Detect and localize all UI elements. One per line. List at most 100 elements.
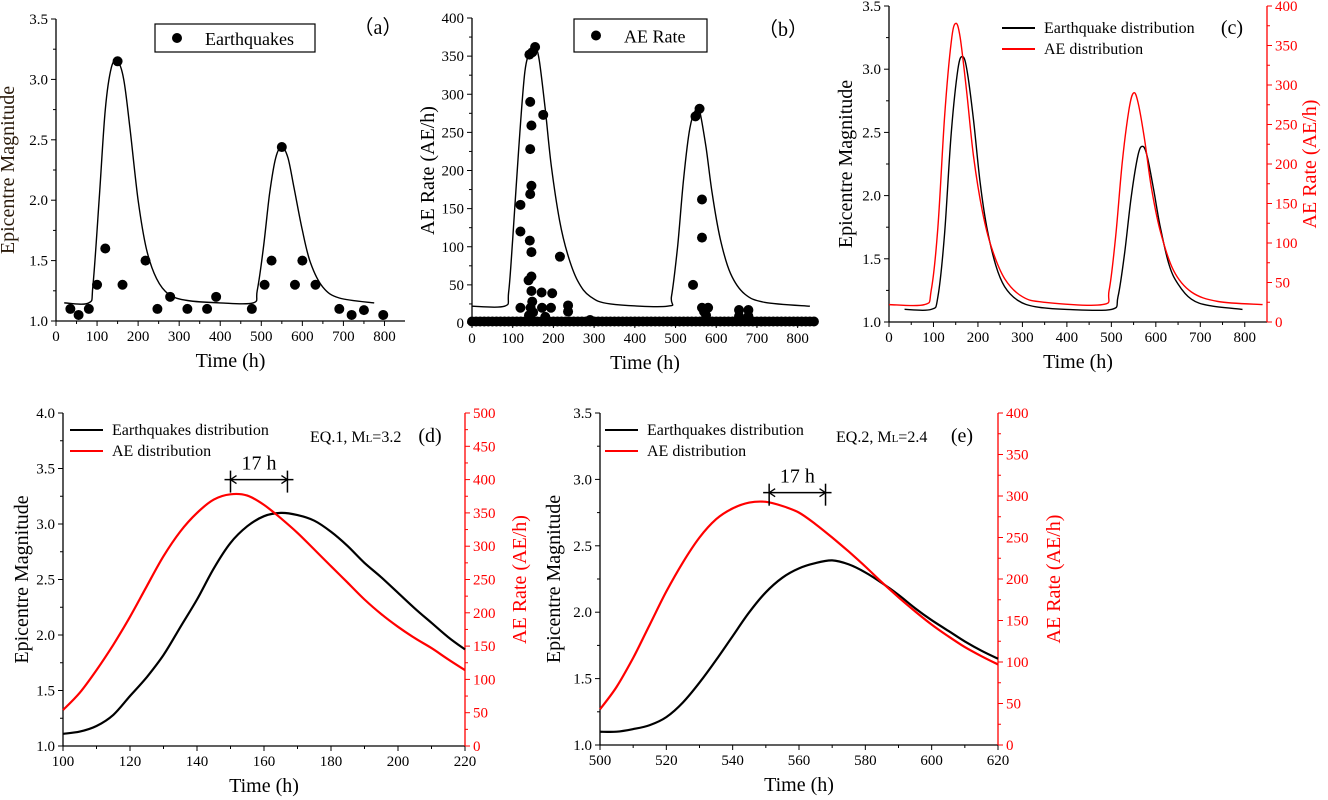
series-ae-distribution xyxy=(888,22,1263,307)
y-tick-label: 1.5 xyxy=(862,252,881,268)
data-point xyxy=(528,307,539,318)
y2-axis-title: AE Rate (AE/h) xyxy=(1299,100,1321,229)
legend-label: Earthquakes distribution xyxy=(112,422,269,439)
y2-tick-label: 50 xyxy=(473,706,488,722)
data-point xyxy=(100,243,111,254)
legend-label: Earthquake distribution xyxy=(1044,20,1195,37)
y-tick-label: 1.5 xyxy=(36,684,55,700)
data-point xyxy=(202,303,213,314)
y2-tick-label: 400 xyxy=(1006,406,1029,422)
y-tick-label: 1.0 xyxy=(36,739,55,755)
y-tick-label: 2.0 xyxy=(573,605,592,621)
x-tick-label: 200 xyxy=(542,331,565,347)
magnitude-subscript: L xyxy=(366,433,373,445)
data-point xyxy=(73,309,84,320)
x-tick-label: 400 xyxy=(624,331,647,347)
magnitude-value: =3.2 xyxy=(372,429,401,446)
legend: Earthquakes distribution AE distribution xyxy=(605,422,804,460)
data-point xyxy=(140,255,151,266)
legend-label: Earthquakes distribution xyxy=(647,422,804,439)
x-tick-label: 700 xyxy=(746,331,769,347)
legend-marker-dot xyxy=(591,30,601,41)
series-earthquakes-distribution xyxy=(599,559,999,734)
lag-label: 17 h xyxy=(241,453,276,475)
x-axis-title: Time (h) xyxy=(764,774,834,796)
data-point xyxy=(703,302,714,313)
x-tick-label: 300 xyxy=(1011,330,1034,346)
y-tick-label: 400 xyxy=(442,11,465,27)
x-tick-label: 560 xyxy=(788,753,811,769)
data-point xyxy=(547,288,558,299)
y-axis-title: Epicentre Magnitude xyxy=(11,495,33,663)
y2-tick-label: 150 xyxy=(1006,614,1029,630)
y-tick-label: 2.0 xyxy=(862,189,881,205)
y2-tick-label: 50 xyxy=(1275,276,1290,292)
y-tick-label: 3.5 xyxy=(36,462,55,478)
panel-c: 0 100 200 300 400 500 600 700 8001.01.52.02.53.0… xyxy=(835,0,1321,373)
data-point xyxy=(266,255,277,266)
x-axis-title: Time (h) xyxy=(196,350,266,372)
y-tick-label: 3.5 xyxy=(29,12,48,28)
y-tick-label: 2.0 xyxy=(29,193,48,209)
x-axis-title: Time (h) xyxy=(229,775,299,797)
x-axis-title: Time (h) xyxy=(1043,351,1113,373)
panel-b: 0 100 200 300 400 500 600 700 800 0 50 100 150 200 250… xyxy=(417,11,819,374)
fit-curve xyxy=(471,45,810,308)
x-tick-label: 0 xyxy=(52,329,60,345)
y2-tick-label: 450 xyxy=(473,439,496,455)
y-tick-label: 2.5 xyxy=(862,125,881,141)
y-tick-label: 2.5 xyxy=(573,539,592,555)
lag-marker: 17 h xyxy=(224,453,294,493)
y2-tick-label: 200 xyxy=(1006,572,1029,588)
data-point xyxy=(526,271,537,282)
x-tick-label: 200 xyxy=(127,329,150,345)
series-ae-distribution xyxy=(62,492,466,711)
data-point xyxy=(537,302,548,313)
x-axis-title: Time (h) xyxy=(610,352,680,374)
x-tick-label: 700 xyxy=(1189,330,1212,346)
y2-tick-label: 250 xyxy=(1275,118,1298,134)
x-tick-label: 600 xyxy=(705,331,728,347)
y-tick-label: 1.0 xyxy=(573,738,592,754)
x-tick-label: 520 xyxy=(655,753,678,769)
x-tick-label: 300 xyxy=(168,329,191,345)
x-tick-label: 800 xyxy=(1234,330,1257,346)
y-tick-label: 50 xyxy=(449,278,464,294)
panel-e: 500 520 540 560 580 600 620 1.0 1.5 2.0 2.5 3.0 3.5 0… xyxy=(543,406,1065,796)
y2-tick-label: 100 xyxy=(1275,236,1298,252)
lag-marker: 17 h xyxy=(763,466,832,506)
data-point xyxy=(246,303,257,314)
x-tick-label: 120 xyxy=(119,754,142,770)
fit-curve xyxy=(64,59,375,305)
event-annotation: EQ.2, ML=2.4 xyxy=(836,429,927,446)
y2-tick-label: 400 xyxy=(473,473,496,489)
panel-label: (d) xyxy=(418,425,441,447)
y2-tick-label: 0 xyxy=(1006,738,1014,754)
y-tick-label: 4.0 xyxy=(36,406,55,422)
legend-label: AE distribution xyxy=(647,443,746,460)
y-tick-label: 2.5 xyxy=(36,573,55,589)
y2-tick-label: 200 xyxy=(1275,157,1298,173)
panel-label: （b） xyxy=(758,18,808,41)
y-axis-title: AE Rate (AE/h) xyxy=(417,106,439,235)
lag-arrowheads xyxy=(229,475,289,485)
x-tick-label: 100 xyxy=(501,331,524,347)
x-tick-label: 500 xyxy=(250,329,273,345)
x-tick-label: 200 xyxy=(387,754,410,770)
event-name: EQ.1, M xyxy=(310,429,366,446)
x-tick-label: 400 xyxy=(209,329,232,345)
y-tick-label: 2.0 xyxy=(36,628,55,644)
data-point xyxy=(515,226,526,237)
data-point xyxy=(526,180,537,191)
event-name: EQ.2, M xyxy=(836,429,892,446)
legend-marker-dot xyxy=(172,33,182,43)
x-tick-label: 800 xyxy=(786,331,809,347)
x-tick-label: 180 xyxy=(320,754,343,770)
data-point xyxy=(536,287,547,298)
y2-axis-title: AE Rate (AE/h) xyxy=(1043,515,1065,644)
y2-tick-label: 300 xyxy=(1275,78,1298,94)
y2-tick-label: 300 xyxy=(1006,489,1029,505)
data-point xyxy=(378,309,389,320)
y-tick-label: 0 xyxy=(457,316,465,332)
x-tick-label: 100 xyxy=(86,329,109,345)
